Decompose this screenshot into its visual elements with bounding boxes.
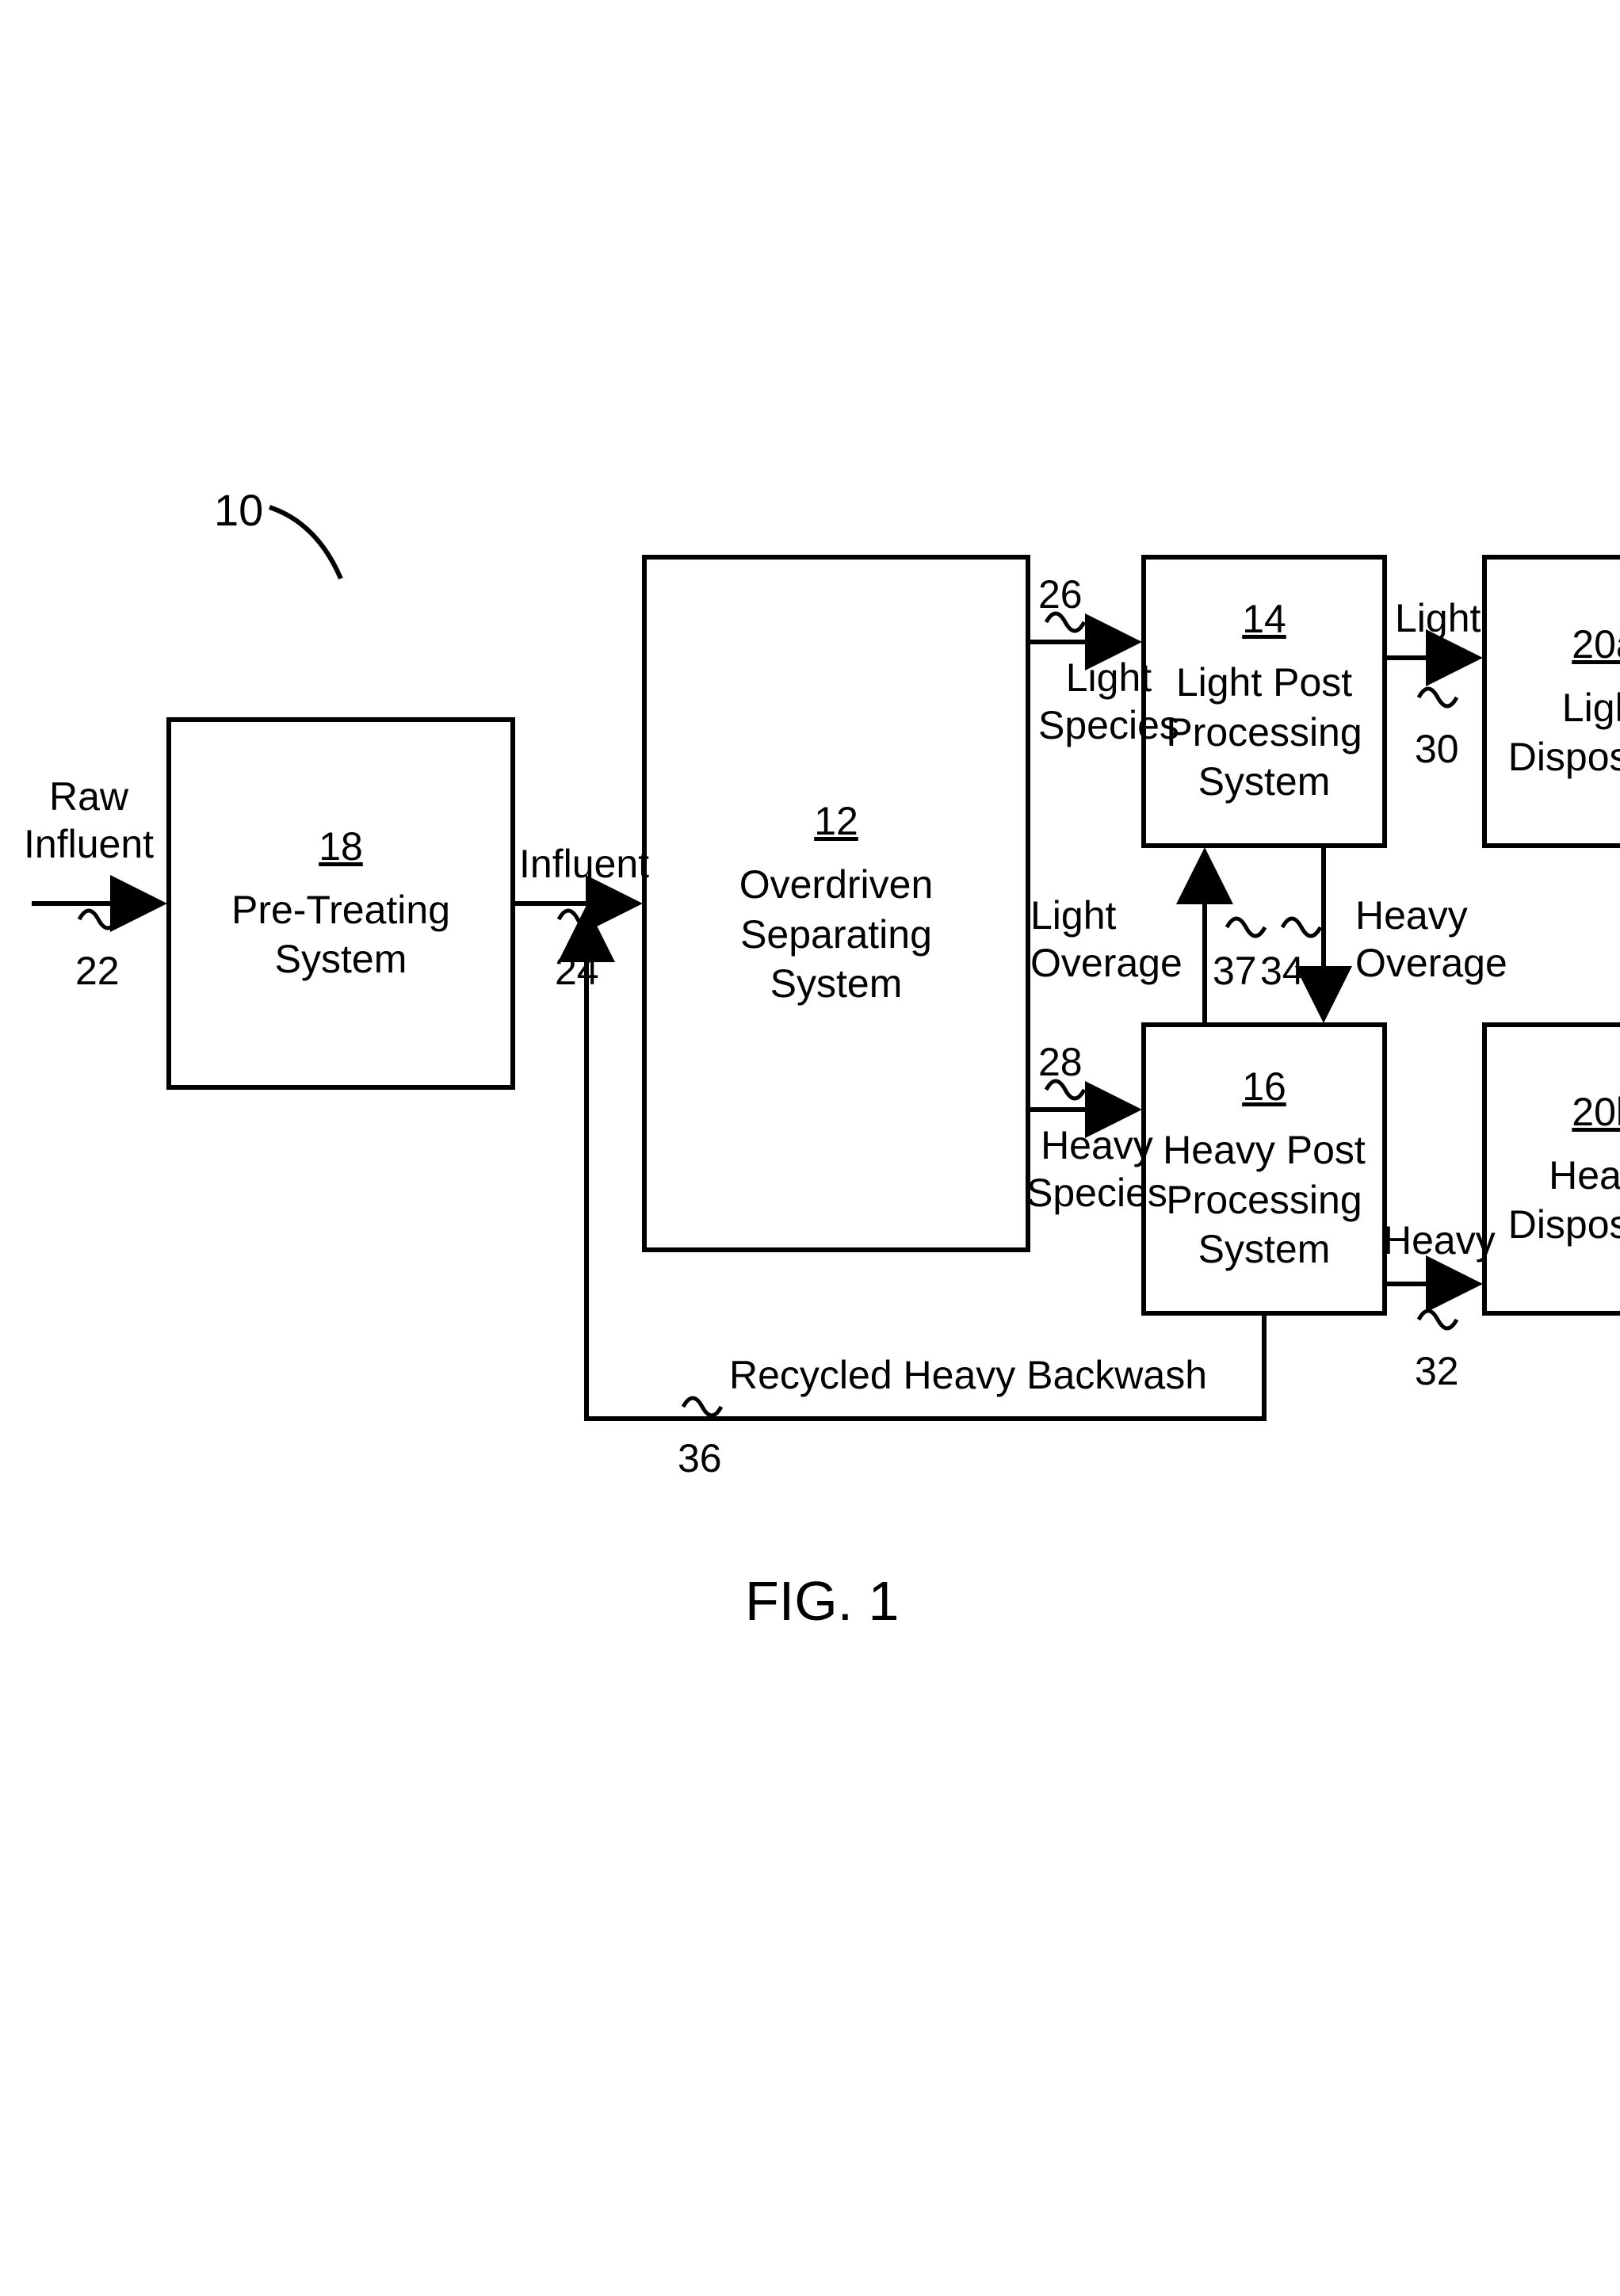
label-raw-influent: RawInfluent [24, 773, 154, 868]
label-heavy-overage: HeavyOverage [1355, 892, 1507, 987]
num-recycled: 36 [678, 1435, 722, 1482]
num-heavy-out: 32 [1415, 1347, 1459, 1395]
box-heavy-disp: 20b HeavyDisposition [1482, 1022, 1620, 1316]
num-influent: 24 [555, 947, 599, 995]
figure-label: FIG. 1 [745, 1569, 899, 1633]
label-heavy-species: HeavySpecies [1026, 1121, 1167, 1217]
label-light-out: Light [1395, 594, 1481, 642]
num-heavy-overage: 34 [1260, 947, 1305, 995]
box-num: 20b [1572, 1089, 1620, 1135]
label-heavy-out: Heavy [1383, 1217, 1496, 1264]
label-light-species: LightSpecies [1038, 654, 1179, 749]
label-light-overage: LightOverage [1030, 892, 1183, 987]
box-num: 18 [319, 823, 363, 869]
box-pretreating: 18 Pre-TreatingSystem [166, 717, 515, 1090]
diagram-canvas: 10 18 Pre-TreatingSystem 12 OverdrivenSe… [0, 0, 1620, 2296]
num-heavy-species: 28 [1038, 1038, 1083, 1086]
box-label: HeavyDisposition [1508, 1151, 1620, 1250]
box-label: Pre-TreatingSystem [231, 885, 450, 984]
box-num: 20a [1572, 621, 1620, 667]
box-light-disp: 20a LightDisposition [1482, 555, 1620, 848]
box-num: 12 [814, 798, 858, 844]
num-light-species: 26 [1038, 571, 1083, 618]
num-light-overage: 37 [1213, 947, 1257, 995]
box-num: 14 [1242, 596, 1286, 642]
num-light-out: 30 [1415, 725, 1459, 773]
box-overdriven: 12 OverdrivenSeparatingSystem [642, 555, 1030, 1252]
box-label: Heavy PostProcessingSystem [1163, 1125, 1366, 1274]
figure-ref: 10 [214, 483, 263, 537]
num-raw-influent: 22 [75, 947, 120, 995]
label-recycled: Recycled Heavy Backwash [729, 1351, 1207, 1399]
box-heavy-post: 16 Heavy PostProcessingSystem [1141, 1022, 1387, 1316]
box-label: LightDisposition [1508, 683, 1620, 782]
box-num: 16 [1242, 1064, 1286, 1110]
box-label: OverdrivenSeparatingSystem [739, 860, 934, 1009]
box-label: Light PostProcessingSystem [1166, 658, 1362, 807]
label-influent: Influent [519, 840, 649, 888]
